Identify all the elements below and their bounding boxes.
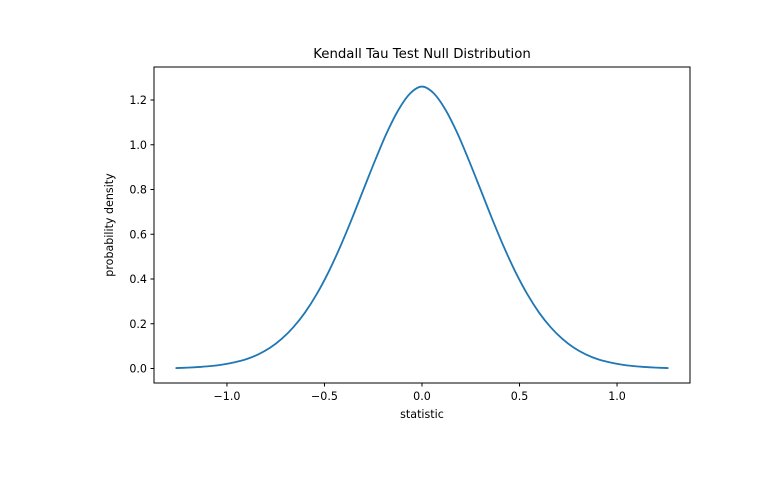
y-axis-label: probability density xyxy=(103,173,116,277)
x-tick-label: 0.0 xyxy=(413,390,431,403)
x-tick-label: 0.5 xyxy=(511,390,529,403)
density-curve xyxy=(175,85,669,369)
chart-title: Kendall Tau Test Null Distribution xyxy=(313,47,531,62)
axis-ticks: −1.0 −0.5 0.0 0.5 1.0 0.0 0.2 0.4 0.6 0.8 1.0 1.2 xyxy=(129,94,626,403)
x-tick-label: −1.0 xyxy=(213,390,240,403)
y-tick-label: 0.4 xyxy=(129,273,147,286)
y-tick-label: 0.0 xyxy=(129,363,147,376)
y-tick-label: 0.6 xyxy=(129,228,147,241)
y-tick-label: 0.2 xyxy=(129,318,147,331)
y-tick-label: 1.0 xyxy=(129,139,147,152)
axes-frame xyxy=(153,66,691,384)
x-tick-label: −0.5 xyxy=(311,390,338,403)
x-axis-label: statistic xyxy=(400,408,444,421)
y-tick-label: 0.8 xyxy=(129,184,147,197)
y-tick-label: 1.2 xyxy=(129,94,147,107)
x-tick-label: 1.0 xyxy=(608,390,626,403)
